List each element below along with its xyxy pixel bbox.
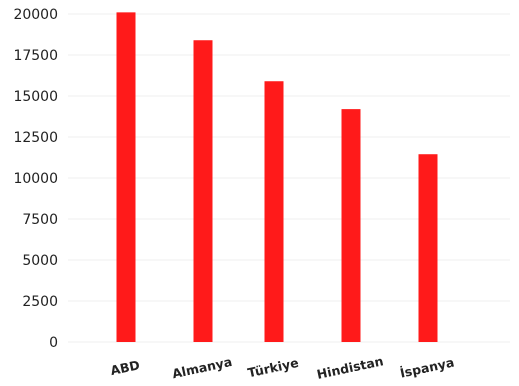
y-tick-label-20000: 20000: [13, 7, 58, 23]
x-axis-ticks: ABD Almanya Türkiye Hindistan İspanya: [109, 353, 455, 382]
y-tick-label-17500: 17500: [13, 48, 58, 64]
y-tick-label-12500: 12500: [13, 130, 58, 146]
y-tick-label-10000: 10000: [13, 171, 58, 187]
bar-2: [193, 40, 213, 343]
y-tick-label-7500: 7500: [22, 212, 58, 228]
bar-5: [418, 154, 438, 342]
bar-4: [341, 109, 361, 343]
y-tick-label-15000: 15000: [13, 89, 58, 105]
x-tick-label-1: ABD: [109, 357, 141, 378]
y-axis-ticks: 0 2500 5000 7500 10000 12500 15000 17500 20000: [13, 7, 58, 351]
y-tick-label-5000: 5000: [22, 253, 58, 269]
x-tick-label-4: Hindistan: [315, 353, 384, 382]
bar-3: [264, 81, 284, 343]
y-tick-label-2500: 2500: [22, 294, 58, 310]
x-tick-label-5: İspanya: [399, 355, 456, 381]
x-tick-label-2: Almanya: [171, 354, 234, 381]
bar-1: [116, 12, 136, 343]
x-tick-label-3: Türkiye: [246, 355, 300, 380]
gridlines: [68, 13, 510, 343]
y-tick-label-0: 0: [49, 335, 58, 351]
bars: [116, 12, 438, 343]
